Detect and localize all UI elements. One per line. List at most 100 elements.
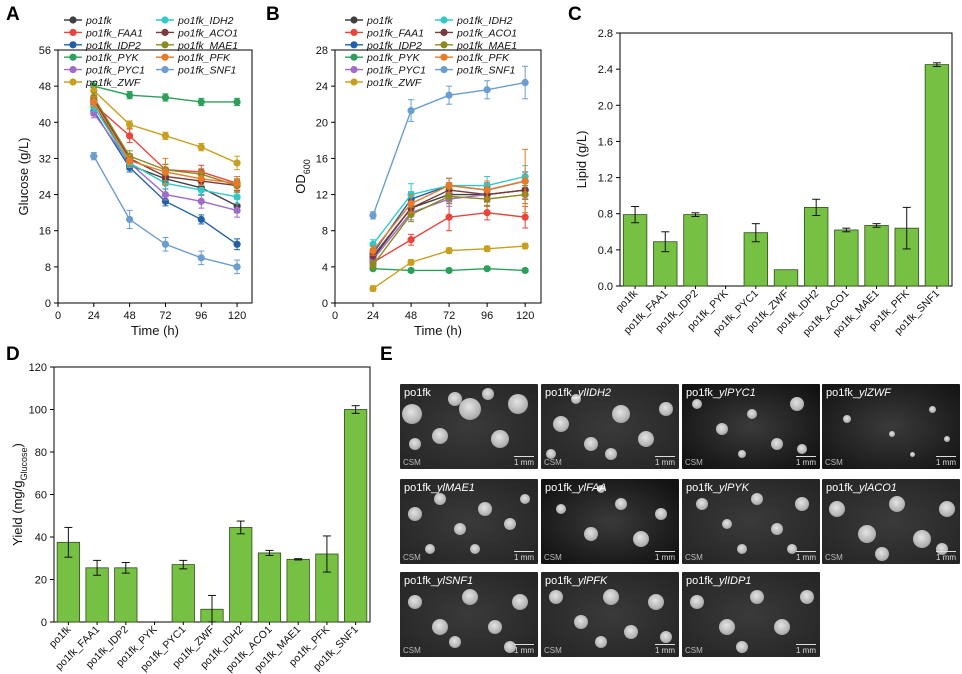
data-point	[233, 98, 241, 106]
data-point	[407, 200, 415, 208]
colony	[633, 531, 649, 547]
bar-po1fk	[622, 214, 648, 287]
y-tick-label: 1.6	[598, 136, 613, 148]
y-tick-label: 40	[39, 117, 51, 129]
scale-bar: 1 mm	[796, 551, 816, 562]
micrograph-po1fk-ylpyc1: po1fk_ylPYC1 CSM 1 mm	[682, 384, 820, 469]
bar-po1fk_faa1	[85, 567, 109, 623]
data-point	[445, 91, 453, 99]
bar-po1fk_idp2	[114, 567, 138, 623]
bar-po1fk_mae1	[864, 225, 889, 287]
data-point	[161, 240, 170, 248]
data-point	[197, 143, 205, 151]
data-point	[161, 168, 170, 176]
legend-label: po1fk_PFK	[177, 52, 231, 64]
legend-label: po1fk_ZWF	[366, 77, 422, 89]
micrograph-label-prefix: po1fk_	[404, 575, 438, 587]
legend-marker	[440, 16, 448, 24]
colony	[716, 423, 728, 435]
colony	[843, 415, 851, 423]
data-point	[233, 159, 241, 167]
legend-marker	[350, 53, 358, 61]
data-point	[233, 240, 241, 248]
colony	[638, 431, 654, 447]
medium-label: CSM	[825, 458, 843, 467]
micrograph-po1fk-ylsnf1: po1fk_ylSNF1 CSM 1 mm	[400, 572, 538, 657]
micrograph-po1fk-ylfaa: po1fk_ylFAA CSM 1 mm	[541, 479, 679, 564]
data-point	[161, 93, 170, 102]
data-point	[197, 197, 205, 205]
y-tick-label: 2.0	[598, 100, 613, 112]
legend-label: po1fk	[85, 15, 112, 27]
data-point	[445, 192, 453, 200]
x-tick-label: 0	[55, 310, 61, 322]
colony	[909, 451, 915, 457]
bar-po1fk_pyc1	[171, 564, 195, 623]
micrograph-po1fk-ylpfk: po1fk_ylPFK CSM 1 mm	[541, 572, 679, 657]
colony	[736, 641, 748, 653]
micrograph-po1fk-ylpyk: po1fk_ylPYK CSM 1 mm	[682, 479, 820, 564]
scale-bar: 1 mm	[514, 551, 534, 562]
micrograph-po1fk-ylaco1: po1fk_ylACO1 CSM 1 mm	[822, 479, 960, 564]
colony	[936, 543, 948, 555]
data-point	[126, 132, 134, 140]
y-tick-label: 0	[45, 298, 51, 310]
data-point	[233, 206, 241, 214]
panel-letter-c: C	[568, 4, 582, 25]
legend-marker	[161, 66, 169, 74]
micrograph-label: po1fk_ylMAE1	[404, 482, 475, 494]
medium-label: CSM	[403, 553, 421, 562]
x-tick-label: 120	[516, 310, 534, 322]
colony	[795, 497, 809, 511]
legend-label: po1fk_PYC1	[85, 65, 145, 77]
legend-label: po1fk_IDP2	[85, 40, 141, 52]
y-tick-label: 16	[39, 226, 51, 238]
data-point	[483, 209, 491, 217]
scale-bar-line	[655, 644, 675, 645]
colony	[747, 409, 757, 419]
medium-label: CSM	[825, 553, 843, 562]
scale-bar: 1 mm	[936, 551, 956, 562]
colony	[553, 416, 569, 432]
legend-label: po1fk_PYK	[85, 52, 140, 64]
data-point	[483, 186, 491, 194]
colony	[787, 544, 797, 554]
colony	[624, 625, 638, 639]
panel-letter-b: B	[266, 4, 280, 25]
micrograph-po1fk-ylmae1: po1fk_ylMAE1 CSM 1 mm	[400, 479, 538, 564]
legend-marker	[350, 66, 358, 74]
legend-label: po1fk_ZWF	[85, 77, 141, 89]
bar-po1fk_mae1	[286, 558, 310, 623]
x-tick-label: 96	[195, 310, 207, 322]
data-point	[407, 258, 415, 266]
legend-label: po1fk_SNF1	[177, 65, 236, 77]
colony	[655, 508, 667, 520]
micrograph-label-gene: ylSNF1	[437, 575, 474, 587]
panel-letter-d: D	[6, 344, 20, 365]
medium-label: CSM	[685, 553, 703, 562]
colony	[462, 589, 478, 605]
colony	[571, 394, 581, 404]
legend-label: po1fk_IDP2	[366, 40, 422, 52]
bar-po1fk_zwf	[773, 269, 799, 287]
colony	[470, 544, 480, 554]
category-label: po1fk	[614, 287, 641, 314]
data-point	[445, 181, 453, 190]
colony	[434, 493, 446, 505]
legend-marker	[161, 53, 169, 61]
x-tick-label: 72	[159, 310, 171, 322]
scale-bar-label: 1 mm	[936, 458, 956, 467]
colony	[612, 405, 630, 423]
micrograph-label-prefix: po1fk_	[404, 482, 438, 494]
micrograph-label-prefix: po1fk_	[686, 482, 720, 494]
micrograph-po1fk-ylzwf: po1fk_ylZWF CSM 1 mm	[822, 384, 960, 469]
legend-label: po1fk_PYK	[366, 52, 421, 64]
scale-bar-label: 1 mm	[796, 646, 816, 655]
data-point	[197, 215, 205, 224]
colony	[491, 430, 509, 448]
scale-bar: 1 mm	[655, 551, 675, 562]
x-tick-label: 24	[88, 310, 100, 322]
scale-bar-label: 1 mm	[936, 553, 956, 562]
micrograph-label: po1fk_ylPFK	[545, 575, 607, 587]
